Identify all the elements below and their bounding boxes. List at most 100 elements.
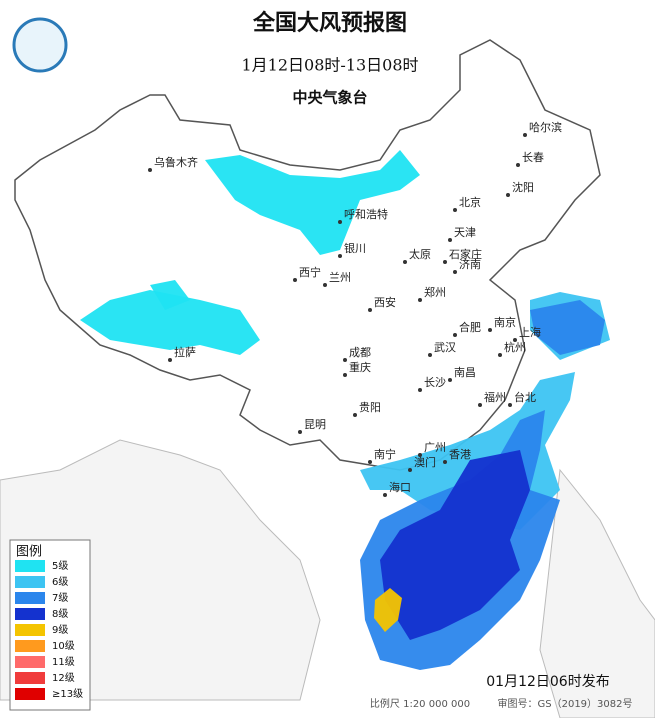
legend-swatch bbox=[15, 672, 45, 684]
city-dot bbox=[293, 278, 297, 282]
city-dot bbox=[428, 353, 432, 357]
city-dot bbox=[506, 193, 510, 197]
city-dot bbox=[478, 403, 482, 407]
city-dot bbox=[443, 460, 447, 464]
agency: 中央气象台 bbox=[292, 89, 367, 107]
legend-label: 8级 bbox=[52, 608, 68, 620]
legend-swatch bbox=[15, 560, 45, 572]
city-dot bbox=[448, 238, 452, 242]
city-label: 太原 bbox=[409, 248, 431, 261]
city-dot bbox=[353, 413, 357, 417]
city-dot bbox=[408, 468, 412, 472]
city-label: 西宁 bbox=[299, 265, 321, 279]
city-dot bbox=[453, 333, 457, 337]
city-dot bbox=[508, 403, 512, 407]
city-label: 贵阳 bbox=[359, 401, 381, 414]
city-dot bbox=[523, 133, 527, 137]
map-title: 全国大风预报图 bbox=[252, 10, 407, 36]
city-label: 郑州 bbox=[424, 285, 446, 299]
city-label: 南昌 bbox=[454, 366, 476, 379]
city-label: 上海 bbox=[519, 325, 541, 339]
city-label: 南京 bbox=[494, 315, 516, 329]
legend: 5级 6级 7级 8级 9级 10级 11级 12级 ≥13级 bbox=[15, 560, 83, 700]
logo bbox=[12, 17, 68, 73]
neighbor-land bbox=[539, 468, 655, 718]
city-label: 呼和浩特 bbox=[344, 207, 388, 221]
legend-label: ≥13级 bbox=[52, 688, 83, 700]
wind-area bbox=[374, 588, 402, 632]
city-label: 兰州 bbox=[329, 271, 351, 284]
legend-swatch bbox=[15, 608, 45, 620]
city-label: 成都 bbox=[349, 346, 371, 359]
city-label: 乌鲁木齐 bbox=[154, 155, 198, 169]
city-dot bbox=[343, 373, 347, 377]
issued-time: 01月12日06时发布 bbox=[486, 674, 609, 690]
legend-label: 5级 bbox=[52, 560, 68, 572]
legend-label: 12级 bbox=[52, 672, 75, 684]
map-subtitle: 1月12日08时-13日08时 bbox=[241, 56, 418, 75]
city-label: 广州 bbox=[424, 441, 446, 454]
wind-area bbox=[205, 150, 420, 255]
wind-area bbox=[380, 450, 530, 640]
city-dot bbox=[418, 388, 422, 392]
city-dot bbox=[443, 260, 447, 264]
city-dot bbox=[343, 358, 347, 362]
legend-label: 10级 bbox=[52, 640, 75, 652]
legend-title: 图例 bbox=[16, 545, 42, 560]
city-label: 西安 bbox=[374, 295, 396, 309]
city-dot bbox=[383, 493, 387, 497]
scale: 比例尺 1:20 000 000 bbox=[370, 697, 470, 710]
city-label: 海口 bbox=[389, 480, 411, 494]
legend-label: 6级 bbox=[52, 576, 68, 588]
legend-swatch bbox=[15, 576, 45, 588]
city-label: 台北 bbox=[514, 390, 536, 404]
city-label: 福州 bbox=[484, 390, 506, 404]
city-dot bbox=[448, 378, 452, 382]
wind-area bbox=[150, 280, 190, 310]
city-label: 长沙 bbox=[424, 376, 446, 389]
city-dot bbox=[368, 308, 372, 312]
city-label: 昆明 bbox=[304, 418, 326, 431]
legend-swatch bbox=[15, 624, 45, 636]
legend-swatch bbox=[15, 656, 45, 668]
city-label: 济南 bbox=[459, 257, 481, 271]
city-label: 哈尔滨 bbox=[529, 120, 562, 134]
city-dot bbox=[498, 353, 502, 357]
city-label: 沈阳 bbox=[512, 180, 534, 194]
legend-swatch bbox=[15, 640, 45, 652]
city-label: 香港 bbox=[449, 448, 471, 461]
wind-area bbox=[80, 290, 260, 355]
city-label: 天津 bbox=[454, 226, 476, 239]
legend-swatch bbox=[15, 688, 45, 700]
city-label: 北京 bbox=[459, 195, 481, 209]
city-dot bbox=[516, 163, 520, 167]
wind-areas bbox=[80, 150, 610, 670]
city-dot bbox=[418, 453, 422, 457]
city-dot bbox=[418, 298, 422, 302]
legend-swatch bbox=[15, 592, 45, 604]
city-dot bbox=[513, 338, 517, 342]
city-dot bbox=[488, 328, 492, 332]
city-label: 合肥 bbox=[459, 320, 481, 334]
city-label: 重庆 bbox=[349, 360, 371, 374]
city-label: 拉萨 bbox=[174, 345, 196, 359]
city-label: 南宁 bbox=[374, 447, 396, 461]
city-dot bbox=[368, 460, 372, 464]
city-dot bbox=[338, 254, 342, 258]
city-label: 石家庄 bbox=[449, 247, 482, 261]
legend-label: 9级 bbox=[52, 624, 68, 636]
legend-label: 11级 bbox=[52, 656, 75, 668]
city-dot bbox=[148, 168, 152, 172]
city-label: 澳门 bbox=[414, 455, 436, 469]
legend-label: 7级 bbox=[52, 592, 68, 604]
city-label: 杭州 bbox=[504, 340, 526, 354]
city-label: 银川 bbox=[344, 241, 366, 255]
city-dot bbox=[338, 220, 342, 224]
city-dot bbox=[168, 358, 172, 362]
city-dot bbox=[323, 283, 327, 287]
city-label: 武汉 bbox=[434, 341, 456, 354]
city-dot bbox=[298, 430, 302, 434]
city-dot bbox=[403, 260, 407, 264]
